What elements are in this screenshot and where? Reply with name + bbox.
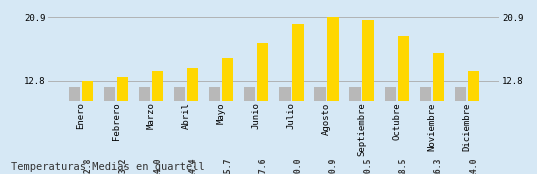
Bar xyxy=(174,87,185,174)
Text: 14.0: 14.0 xyxy=(153,157,162,174)
Text: Temperaturas Medias en quartell: Temperaturas Medias en quartell xyxy=(11,162,205,172)
Bar xyxy=(384,87,396,174)
Bar xyxy=(350,87,361,174)
Bar xyxy=(257,43,268,174)
Bar xyxy=(397,36,409,174)
Bar xyxy=(455,87,466,174)
Bar xyxy=(292,24,303,174)
Bar xyxy=(419,87,431,174)
Text: 12.8: 12.8 xyxy=(83,157,92,174)
Bar xyxy=(328,17,339,174)
Bar xyxy=(362,20,374,174)
Text: 20.0: 20.0 xyxy=(293,157,302,174)
Bar xyxy=(187,68,198,174)
Text: 18.5: 18.5 xyxy=(398,157,408,174)
Text: 20.5: 20.5 xyxy=(364,157,373,174)
Bar xyxy=(139,87,150,174)
Bar xyxy=(468,71,479,174)
Text: 13.2: 13.2 xyxy=(118,157,127,174)
Bar xyxy=(209,87,220,174)
Text: 15.7: 15.7 xyxy=(223,157,232,174)
Bar xyxy=(104,87,115,174)
Text: 14.0: 14.0 xyxy=(469,157,478,174)
Text: 17.6: 17.6 xyxy=(258,157,267,174)
Bar xyxy=(69,87,80,174)
Text: 14.4: 14.4 xyxy=(188,157,197,174)
Bar xyxy=(433,53,444,174)
Bar xyxy=(222,58,234,174)
Text: 16.3: 16.3 xyxy=(434,157,442,174)
Bar xyxy=(117,77,128,174)
Bar xyxy=(279,87,291,174)
Bar xyxy=(82,81,93,174)
Bar xyxy=(314,87,325,174)
Bar xyxy=(152,71,163,174)
Bar xyxy=(244,87,256,174)
Text: 20.9: 20.9 xyxy=(329,157,337,174)
